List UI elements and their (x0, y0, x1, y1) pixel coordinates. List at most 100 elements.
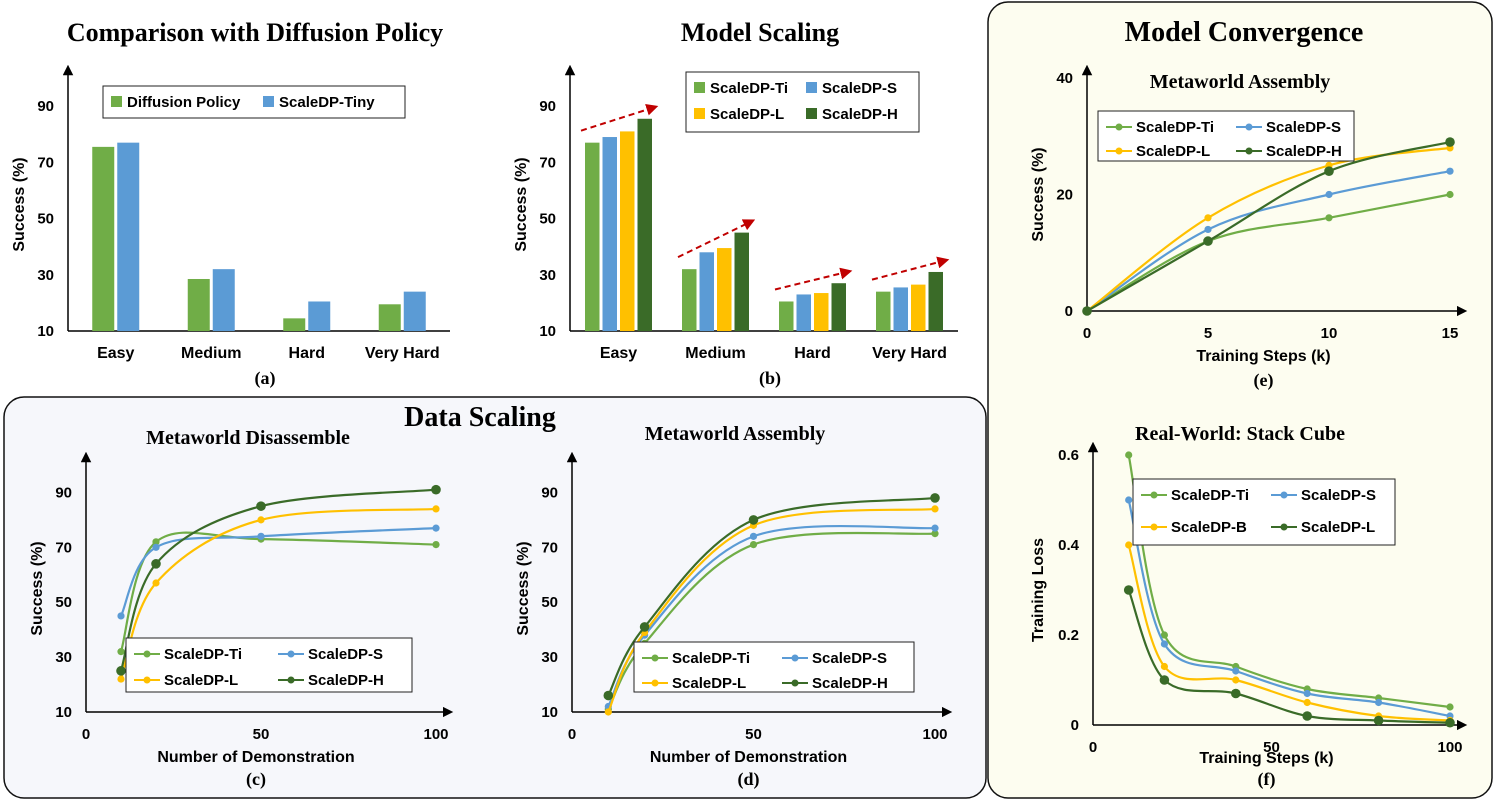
data-scaling-title: Data Scaling (404, 402, 556, 433)
legend-label: Diffusion Policy (127, 94, 241, 111)
y-axis-label: Success (%) (1030, 147, 1047, 241)
x-tick-label: 100 (922, 726, 947, 743)
data-point (1203, 236, 1213, 246)
bar (876, 291, 891, 331)
series-line (607, 531, 936, 710)
caption: (d) (738, 769, 760, 790)
legend-label: ScaleDP-L (1136, 143, 1210, 160)
y-tick-label: 10 (37, 323, 54, 340)
legend-marker (1115, 147, 1123, 155)
legend-marker (1150, 491, 1158, 499)
chart-title: Metaworld Disassemble (146, 427, 350, 449)
data-point (431, 484, 441, 495)
data-point (1204, 214, 1212, 222)
bar (911, 284, 926, 331)
legend-box (633, 641, 915, 693)
legend-label: ScaleDP-S (1266, 119, 1341, 136)
data-point (1303, 689, 1311, 698)
chart-title: Metaworld Assembly (1150, 71, 1331, 93)
legend-label: ScaleDP-S (1301, 487, 1376, 504)
trend-arrow (871, 256, 950, 281)
y-tick-label: 10 (541, 704, 558, 721)
y-tick-label: 70 (539, 154, 556, 171)
data-point (1232, 676, 1240, 684)
chart-a: Comparison with Diffusion Policy 10 30 50 70… (11, 18, 450, 389)
series-line (119, 531, 437, 652)
data-point (1125, 496, 1133, 504)
bar (699, 252, 714, 331)
data-point (257, 516, 265, 524)
bar (308, 301, 331, 331)
y-tick-label: 0 (1065, 303, 1073, 320)
bar (928, 271, 943, 331)
data-point (152, 538, 160, 546)
legend-swatch (694, 108, 705, 119)
trend-arrow (677, 219, 756, 259)
x-tick-label: 5 (1204, 325, 1212, 342)
trend-arrow (580, 103, 659, 132)
data-point (1232, 667, 1240, 675)
legend-label: ScaleDP-Ti (1171, 487, 1249, 504)
legend-label: ScaleDP-B (1171, 519, 1247, 536)
x-tick-label: 0 (1089, 739, 1097, 756)
data-point (931, 505, 939, 513)
data-point (152, 543, 160, 551)
data-point (931, 530, 939, 538)
legend-box (1132, 478, 1396, 546)
x-axis-label: Number of Demonstration (157, 749, 354, 766)
legend-label: ScaleDP-L (672, 675, 746, 692)
x-tick-label: 0 (1083, 325, 1091, 342)
x-tick-label: Easy (600, 345, 637, 362)
data-point (432, 540, 440, 549)
legend-label: ScaleDP-Ti (164, 646, 242, 663)
chart-title: Metaworld Assembly (645, 423, 826, 445)
y-axis-label: Success (%) (515, 541, 532, 635)
y-tick-label: 30 (541, 649, 558, 666)
chart-d: Metaworld Assembly 10 30 50 70 90 Success (%) 0… (515, 423, 953, 790)
data-point (1445, 137, 1455, 147)
bar (831, 283, 846, 331)
series-line (1127, 589, 1451, 724)
x-tick-label: 50 (253, 726, 270, 743)
y-tick-label: 40 (1056, 70, 1073, 87)
chart-title: Real-World: Stack Cube (1135, 423, 1345, 445)
legend-swatch (806, 108, 817, 119)
x-tick-label: 100 (1437, 739, 1462, 756)
y-tick-label: 90 (539, 98, 556, 115)
data-point (604, 708, 612, 716)
data-point (432, 524, 440, 532)
legend-marker (1115, 123, 1123, 131)
data-point (151, 559, 161, 569)
y-tick-label: 0.2 (1058, 627, 1079, 644)
x-axis-label: Training Steps (k) (1196, 348, 1330, 365)
legend-marker (651, 679, 659, 687)
legend-label: ScaleDP-Ti (710, 80, 788, 97)
data-point (1082, 306, 1092, 316)
y-tick-label: 50 (539, 211, 556, 228)
data-point (1446, 703, 1454, 711)
caption: (a) (255, 368, 276, 389)
data-point (1160, 631, 1168, 639)
chart-title: Comparison with Diffusion Policy (67, 18, 443, 47)
data-point (639, 622, 650, 632)
legend-marker (791, 654, 799, 662)
legend-label: ScaleDP-Tiny (279, 94, 375, 111)
legend-box (125, 637, 413, 693)
y-axis-label: Success (%) (11, 157, 28, 251)
x-tick-label: 15 (1442, 325, 1459, 342)
bar (378, 304, 401, 331)
data-point (116, 666, 126, 676)
legend-marker (143, 676, 151, 684)
legend-label: ScaleDP-H (822, 106, 898, 123)
chart-e: Metaworld Assembly 0 20 40 Success (%) 0 5 10 15… (1030, 64, 1468, 391)
data-point (1325, 214, 1333, 222)
y-axis-label: Success (%) (29, 541, 46, 635)
data-point (930, 493, 940, 503)
series-line (607, 507, 936, 713)
y-tick-label: 90 (55, 484, 72, 501)
x-tick-label: Hard (289, 345, 325, 362)
y-tick-label: 70 (55, 539, 72, 556)
data-point (1324, 166, 1334, 176)
data-point (1375, 698, 1383, 707)
